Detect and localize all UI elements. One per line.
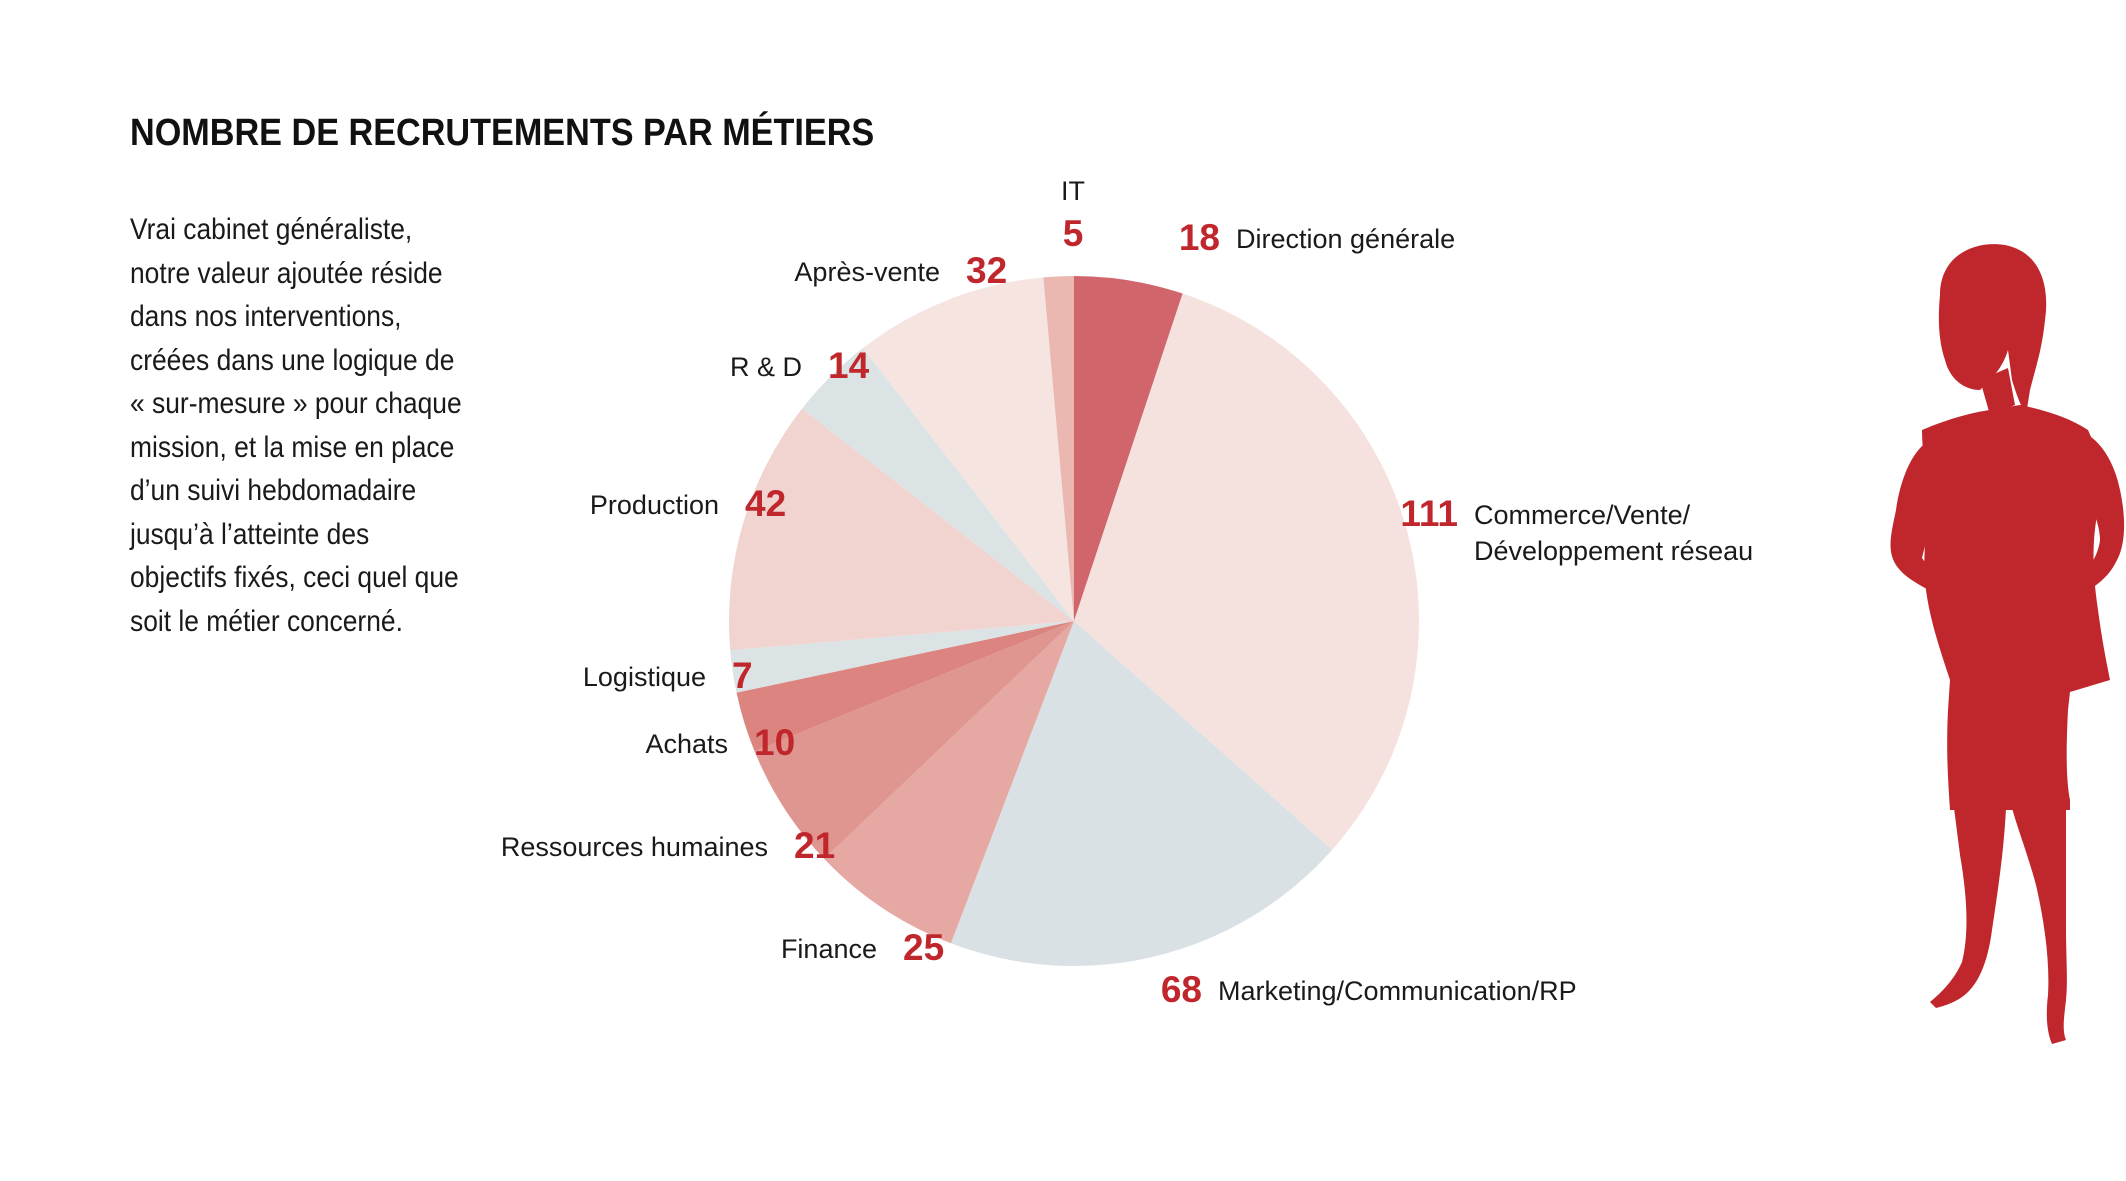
slice-value: 42: [745, 483, 786, 524]
slice-value: 32: [966, 250, 1007, 291]
description-line: créées dans une logique de: [130, 343, 455, 377]
description-line: « sur-mesure » pour chaque: [130, 387, 462, 420]
slice-value: 25: [903, 927, 944, 968]
slice-value: 7: [732, 655, 753, 696]
slice-label: Marketing/Communication/RP: [1218, 976, 1577, 1006]
pie-labels: 18 Direction générale 111 Commerce/Vente/Dé…: [501, 176, 1753, 1010]
slice-label: Développement réseau: [1474, 536, 1753, 566]
slice-label: R & D: [730, 352, 802, 382]
pie-slice: [754, 621, 1074, 859]
slice-value: 14: [828, 345, 870, 386]
slice-label: Finance: [781, 934, 877, 964]
description-line: Vrai cabinet généraliste,: [130, 213, 413, 246]
slice-value: 5: [1063, 213, 1084, 254]
pie-slices: [729, 276, 1419, 967]
slice-value: 18: [1179, 217, 1220, 258]
pie-slice: [802, 348, 1074, 621]
pie-slice: [1043, 276, 1074, 621]
description-line: d’un suivi hebdomadaire: [130, 474, 417, 507]
slice-label: Après-vente: [794, 257, 940, 287]
description-line: jusqu’à l’atteinte des: [130, 517, 370, 551]
slice-value: 68: [1161, 969, 1202, 1010]
pie-slice: [862, 277, 1074, 621]
slice-label: Direction générale: [1236, 224, 1455, 254]
description-line: notre valeur ajoutée réside: [130, 256, 443, 290]
silhouette-shape: [1890, 244, 2125, 1044]
chart-title: NOMBRE DE RECRUTEMENTS PAR MÉTIERS: [130, 112, 875, 154]
slice-label: Ressources humaines: [501, 832, 768, 862]
pie-slice: [729, 408, 1074, 651]
description-text: Vrai cabinet généraliste, notre valeur a…: [130, 208, 482, 643]
businesswoman-silhouette-icon: [1890, 244, 2125, 1044]
pie-slice: [1074, 276, 1183, 621]
pie-slice: [824, 621, 1074, 944]
pie-slice: [1074, 293, 1419, 850]
slice-label: Achats: [645, 729, 728, 759]
pie-slice: [950, 621, 1333, 967]
description-line: soit le métier concerné.: [130, 604, 403, 638]
pie-slice: [736, 621, 1074, 752]
slice-value: 111: [1400, 493, 1458, 534]
pie-slice: [730, 621, 1074, 693]
slice-value: 21: [794, 825, 835, 866]
slice-label: Commerce/Vente/: [1474, 500, 1691, 530]
slice-label: Production: [590, 490, 719, 520]
slice-label: Logistique: [583, 662, 706, 692]
description-line: mission, et la mise en place: [130, 430, 455, 464]
slice-value: 10: [754, 722, 795, 763]
description-line: objectifs fixés, ceci quel que: [130, 561, 459, 594]
slice-label: IT: [1061, 176, 1085, 206]
description-line: dans nos interventions,: [130, 300, 402, 333]
